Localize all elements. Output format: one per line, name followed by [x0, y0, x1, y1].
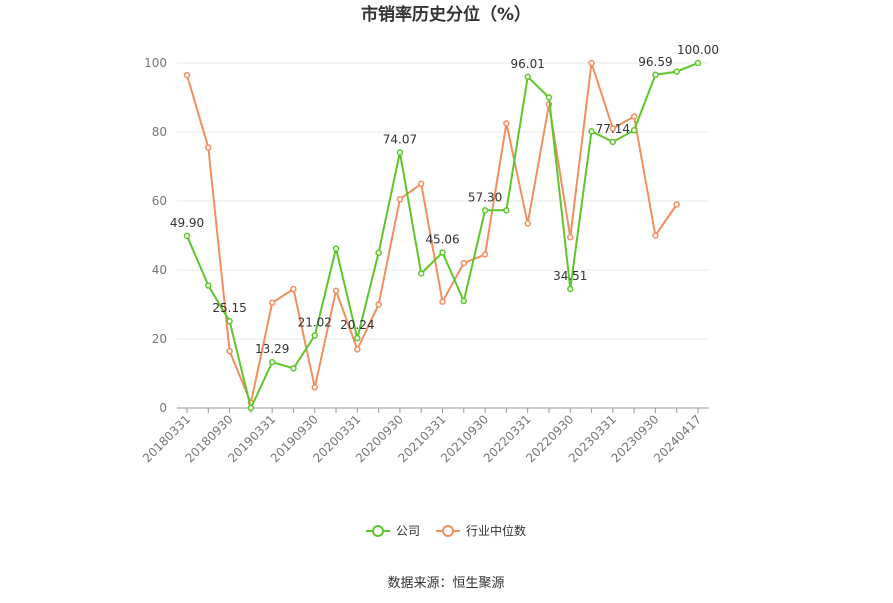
legend-marker [372, 525, 384, 537]
industry-point [183, 71, 191, 79]
company-point [332, 245, 340, 252]
legend-marker [442, 525, 454, 537]
data-label: 13.29 [255, 342, 289, 356]
y-tick-label: 100 [144, 56, 167, 70]
industry-point [311, 384, 318, 391]
company-point [311, 332, 318, 339]
company-point [205, 282, 212, 289]
legend-label: 行业中位数 [466, 523, 526, 538]
data-label: 34.51 [553, 269, 587, 283]
data-label: 21.02 [298, 315, 332, 329]
company-point [588, 128, 595, 135]
industry-point [503, 120, 510, 127]
industry-point [481, 251, 489, 258]
data-label: 25.15 [212, 301, 246, 315]
industry-point [652, 232, 659, 239]
company-point [439, 249, 446, 256]
industry-point [417, 180, 425, 187]
company-point [524, 73, 531, 81]
chart-title: 市销率历史分位（%） [361, 4, 531, 25]
company-point [354, 334, 361, 342]
company-point [567, 285, 574, 293]
industry-point [460, 259, 468, 267]
data-label: 20.24 [340, 318, 374, 332]
company-point [183, 232, 191, 240]
industry-point [205, 144, 212, 151]
industry-point [673, 201, 680, 208]
data-labels: 49.90 25.15 13.29 21.02 20.24 74.07 45.06 57.30… [170, 43, 719, 356]
company-point [268, 358, 276, 366]
company-point [375, 249, 382, 256]
company-point [396, 149, 404, 156]
y-tick-label: 40 [152, 263, 167, 277]
y-tick-label: 20 [152, 332, 167, 346]
industry-point [354, 346, 361, 353]
industry-point [588, 59, 595, 67]
company-point [694, 59, 702, 67]
x-axis: 2018033120180930201903312019093020200331… [140, 407, 709, 465]
data-label: 49.90 [170, 216, 204, 230]
data-label: 96.01 [510, 57, 544, 71]
company-point [481, 207, 489, 214]
grid [177, 62, 709, 340]
legend-label: 公司 [396, 524, 420, 538]
company-point [545, 94, 553, 101]
industry-point [375, 301, 382, 308]
y-tick-label: 0 [159, 401, 167, 415]
company-point [503, 207, 510, 214]
legend[interactable]: 公司 行业中位数 [366, 523, 526, 538]
company-point [609, 138, 617, 146]
series-company [183, 59, 702, 412]
legend-industry[interactable]: 行业中位数 [436, 523, 526, 538]
industry-point [290, 285, 297, 293]
company-point [673, 68, 680, 75]
company-point [460, 297, 468, 305]
company-point [226, 317, 233, 325]
company-point [417, 270, 425, 277]
y-tick-label: 60 [152, 194, 167, 208]
industry-point [396, 196, 404, 203]
industry-point [268, 299, 276, 307]
industry-point [609, 125, 617, 132]
data-label: 77.14 [596, 122, 630, 136]
industry-point [524, 220, 531, 227]
industry-line [186, 62, 678, 407]
data-label: 74.07 [383, 132, 417, 146]
industry-point [567, 233, 574, 241]
company-point [247, 404, 255, 412]
data-source: 数据来源：恒生聚源 [387, 576, 504, 591]
industry-point [226, 347, 233, 355]
industry-point [332, 287, 340, 294]
industry-point [439, 298, 446, 305]
company-point [630, 127, 638, 134]
data-label: 45.06 [425, 233, 459, 247]
company-point [290, 365, 297, 372]
data-label: 57.30 [468, 190, 502, 204]
y-tick-label: 80 [152, 125, 167, 139]
data-label: 96.59 [638, 55, 672, 69]
company-point [652, 71, 659, 79]
industry-point [630, 113, 638, 120]
legend-company[interactable]: 公司 [366, 524, 420, 538]
y-axis: 0 20 40 60 80 100 [144, 56, 167, 415]
series-industry [183, 59, 680, 407]
data-label: 100.00 [677, 43, 719, 57]
